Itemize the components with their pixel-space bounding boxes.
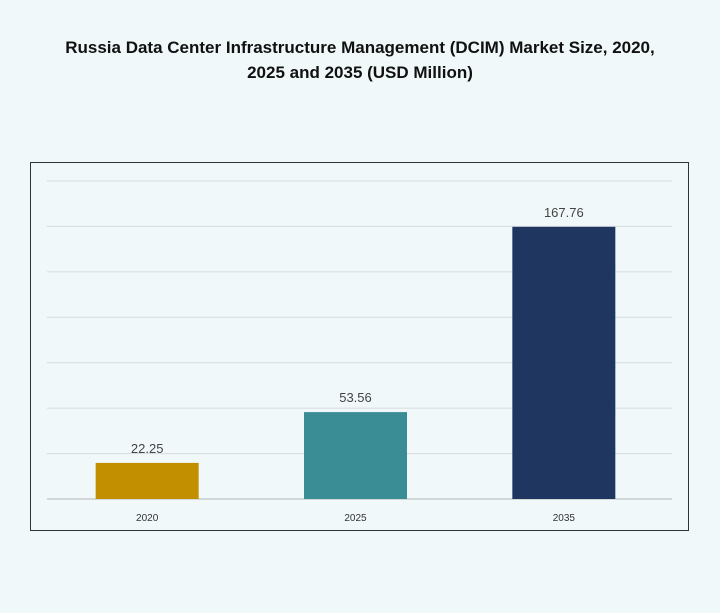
data-label-2020: 22.25 <box>131 441 164 456</box>
bar-2025 <box>304 412 407 499</box>
x-tick-label-2025: 2025 <box>344 513 367 524</box>
chart-title-line-1: Russia Data Center Infrastructure Manage… <box>65 38 655 57</box>
bar-2035 <box>512 226 616 499</box>
data-label-2025: 53.56 <box>339 390 372 405</box>
x-tick-label-2035: 2035 <box>553 513 576 524</box>
chart-title: Russia Data Center Infrastructure Manage… <box>0 35 720 85</box>
bar-2020 <box>95 462 199 499</box>
data-label-2035: 167.76 <box>544 205 584 220</box>
chart-title-line-2: 2025 and 2035 (USD Million) <box>247 63 473 82</box>
x-tick-label-2020: 2020 <box>136 513 159 524</box>
